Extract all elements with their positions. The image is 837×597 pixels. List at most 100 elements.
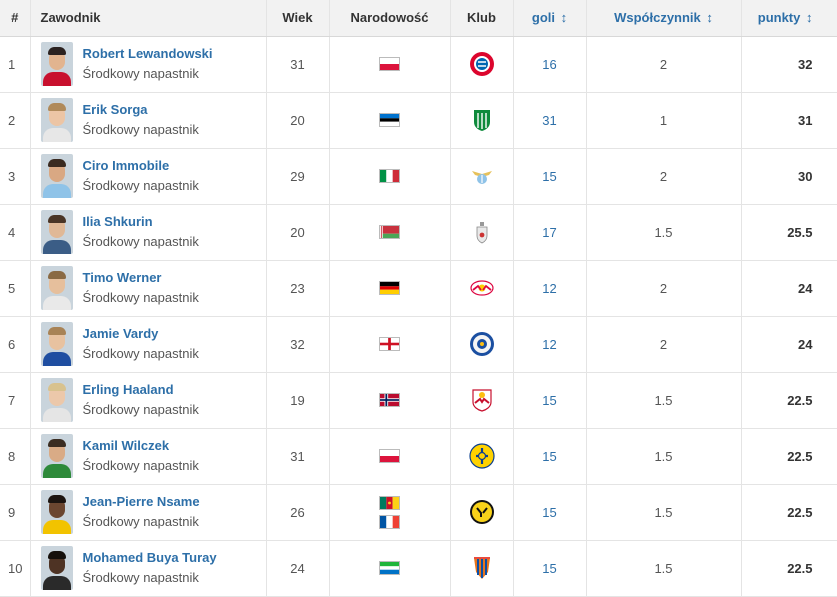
player-cell: Jamie Vardy Środkowy napastnik (30, 316, 267, 373)
player-photo[interactable] (40, 434, 73, 478)
player-photo[interactable] (40, 490, 73, 534)
goals-value: 15 (542, 392, 557, 408)
goals-cell: 15 (513, 540, 587, 597)
club-cell (450, 428, 514, 485)
points-cell: 25.5 (741, 204, 837, 261)
goals-value: 17 (542, 224, 557, 240)
rank-cell: 9 (0, 484, 31, 541)
coefficient-value: 1 (659, 112, 668, 128)
coefficient-cell: 1.5 (586, 484, 742, 541)
table-row: 3 Ciro Immobile Środkowy napastnik 29 15… (0, 148, 837, 205)
header-goals-label: goli (531, 10, 555, 26)
rank-value: 2 (8, 112, 16, 128)
leicester-crest-icon[interactable] (469, 331, 495, 357)
coefficient-value: 2 (659, 336, 668, 352)
lazio-crest-icon[interactable] (469, 163, 495, 189)
rank-cell: 2 (0, 92, 31, 149)
player-photo[interactable] (40, 322, 73, 366)
club-cell (450, 540, 514, 597)
nationality-cell (329, 316, 451, 373)
brondby-crest-icon[interactable] (468, 443, 495, 469)
young-boys-crest-icon[interactable] (469, 499, 495, 525)
player-cell: Kamil Wilczek Środkowy napastnik (30, 428, 267, 485)
points-cell: 31 (741, 92, 837, 149)
goals-value: 15 (542, 168, 557, 184)
cameroon-flag-icon (379, 495, 400, 510)
goals-cell: 16 (513, 36, 587, 93)
player-photo[interactable] (40, 154, 73, 198)
player-name-link[interactable]: Timo Werner (82, 270, 162, 285)
age-cell: 20 (266, 92, 330, 149)
rank-cell: 6 (0, 316, 31, 373)
header-club: Klub (450, 0, 514, 37)
djurgarden-crest-icon[interactable] (469, 555, 495, 581)
points-cell: 24 (741, 316, 837, 373)
flora-crest-icon[interactable] (469, 107, 495, 133)
goals-value: 31 (542, 112, 557, 128)
goals-value: 15 (542, 448, 557, 464)
coefficient-cell: 1 (586, 92, 742, 149)
coefficient-cell: 2 (586, 148, 742, 205)
player-position: Środkowy napastnik (82, 122, 199, 137)
points-cell: 24 (741, 260, 837, 317)
sierra-leone-flag-icon (379, 561, 400, 575)
goals-cell: 15 (513, 372, 587, 429)
player-photo[interactable] (40, 42, 73, 86)
player-name-link[interactable]: Ciro Immobile (82, 158, 170, 173)
nationality-cell (329, 92, 451, 149)
coefficient-value: 1.5 (654, 448, 673, 464)
header-coefficient-sort[interactable]: Współczynnik ↕ (586, 0, 742, 37)
age-cell: 20 (266, 204, 330, 261)
coefficient-cell: 2 (586, 316, 742, 373)
age-cell: 32 (266, 316, 330, 373)
leipzig-crest-icon[interactable] (469, 275, 495, 301)
player-photo[interactable] (40, 266, 73, 310)
salzburg-crest-icon[interactable] (469, 387, 495, 413)
header-goals-sort[interactable]: goli ↕ (513, 0, 587, 37)
goals-cell: 12 (513, 260, 587, 317)
age-cell: 23 (266, 260, 330, 317)
player-photo[interactable] (40, 210, 73, 254)
points-value: 22.5 (787, 392, 813, 408)
points-cell: 32 (741, 36, 837, 93)
player-name-link[interactable]: Kamil Wilczek (82, 438, 170, 453)
nationality-cell (329, 260, 451, 317)
nationality-cell (329, 484, 451, 541)
player-position: Środkowy napastnik (82, 514, 199, 529)
player-cell: Ciro Immobile Środkowy napastnik (30, 148, 267, 205)
coefficient-value: 1.5 (654, 560, 673, 576)
bayern-crest-icon[interactable] (469, 51, 495, 77)
player-name-link[interactable]: Ilia Shkurin (82, 214, 153, 229)
age-cell: 24 (266, 540, 330, 597)
sort-arrows-icon: ↕ (706, 10, 713, 26)
poland-flag-icon (379, 449, 400, 463)
player-cell: Mohamed Buya Turay Środkowy napastnik (30, 540, 267, 597)
norway-flag-icon (379, 393, 400, 407)
points-value: 24 (798, 280, 813, 296)
club-cell (450, 92, 514, 149)
club-cell (450, 36, 514, 93)
rank-value: 6 (8, 336, 16, 352)
club-cell (450, 204, 514, 261)
goals-cell: 17 (513, 204, 587, 261)
player-name-link[interactable]: Jean-Pierre Nsame (82, 494, 200, 509)
points-cell: 22.5 (741, 484, 837, 541)
coefficient-cell: 1.5 (586, 204, 742, 261)
coefficient-value: 2 (659, 168, 668, 184)
player-name-link[interactable]: Erik Sorga (82, 102, 148, 117)
player-photo[interactable] (40, 546, 73, 590)
player-name-link[interactable]: Jamie Vardy (82, 326, 159, 341)
age-value: 31 (290, 448, 305, 464)
points-cell: 22.5 (741, 428, 837, 485)
player-name-link[interactable]: Robert Lewandowski (82, 46, 213, 61)
player-name-link[interactable]: Mohamed Buya Turay (82, 550, 217, 565)
points-cell: 22.5 (741, 372, 837, 429)
table-row: 6 Jamie Vardy Środkowy napastnik 32 12 2… (0, 316, 837, 373)
header-points-sort[interactable]: punkty ↕ (741, 0, 837, 37)
player-name-link[interactable]: Erling Haaland (82, 382, 174, 397)
player-position: Środkowy napastnik (82, 458, 199, 473)
player-photo[interactable] (40, 378, 73, 422)
dinamo-crest-icon[interactable] (469, 219, 495, 245)
coefficient-value: 1.5 (654, 504, 673, 520)
player-photo[interactable] (40, 98, 73, 142)
